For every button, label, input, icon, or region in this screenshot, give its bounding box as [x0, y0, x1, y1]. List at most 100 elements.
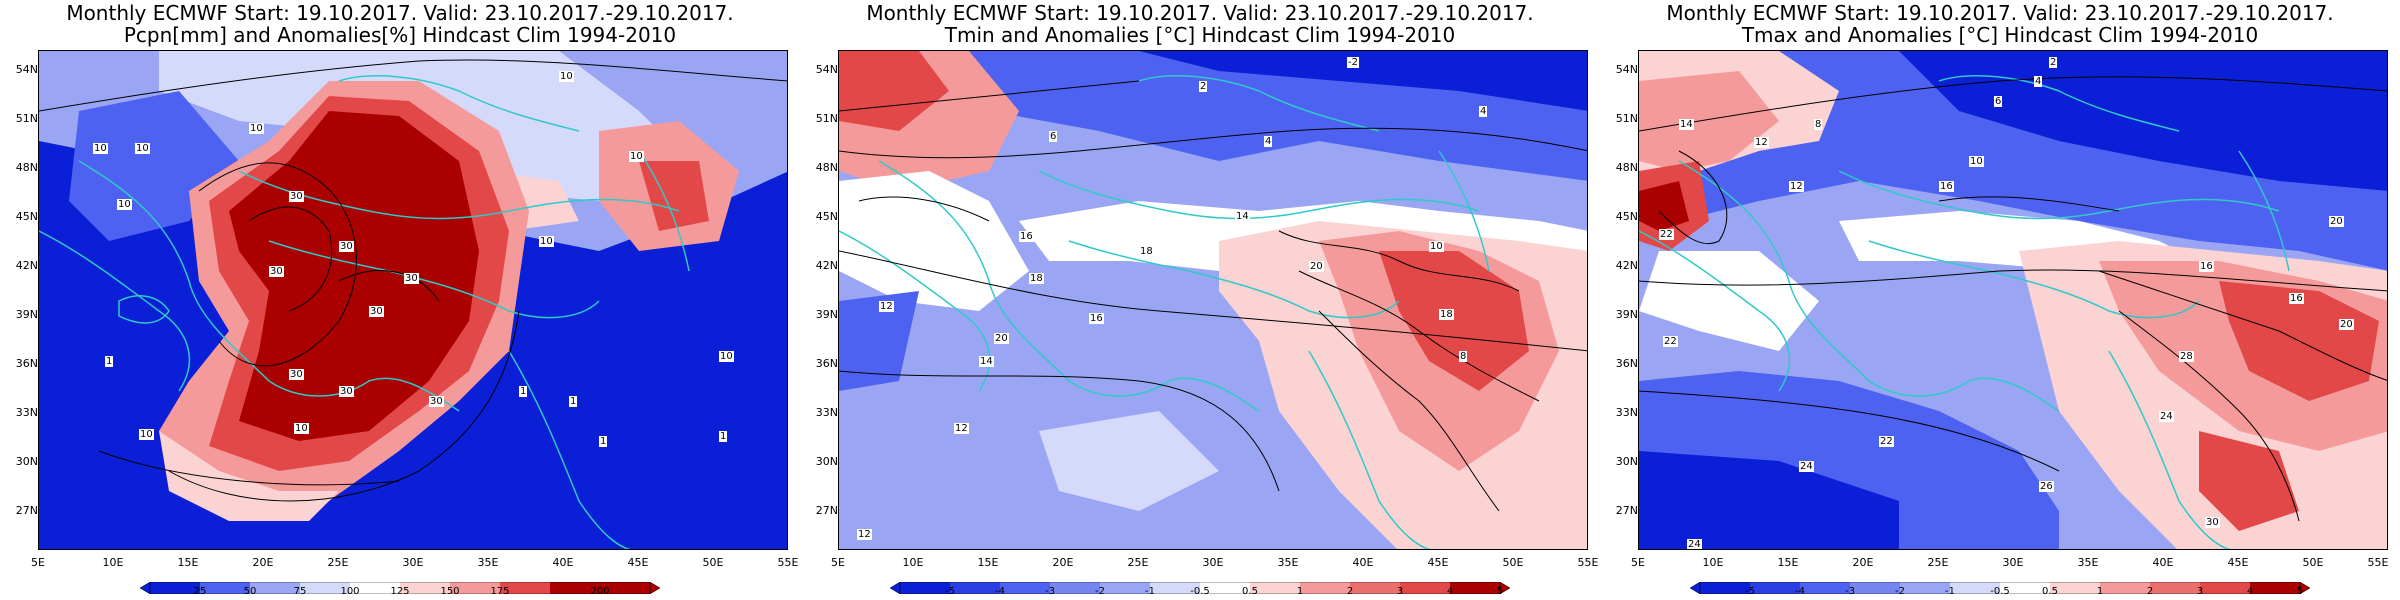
colorbar-label: 100: [340, 586, 360, 597]
colorbar-label: 2: [2146, 586, 2154, 597]
lon-label: 45E: [627, 556, 649, 569]
lon-label: 5E: [31, 556, 45, 569]
lat-label: 33N: [1615, 406, 1638, 419]
contour-label: 30: [289, 191, 304, 202]
contour-label: 10: [93, 143, 108, 154]
contour-label: 1: [105, 356, 114, 367]
contour-label: 1: [519, 386, 528, 397]
lon-label: 40E: [1352, 556, 1374, 569]
colorbar-label: 150: [440, 586, 460, 597]
contour-label: 30: [289, 369, 304, 380]
contour-label: 10: [629, 151, 644, 162]
lon-label: 30E: [402, 556, 424, 569]
contour-label: 18: [1439, 309, 1454, 320]
lat-label: 42N: [815, 259, 838, 272]
contour-label: 10: [117, 199, 132, 210]
lat-label: 36N: [815, 357, 838, 370]
colorbar-label: 4: [2246, 586, 2254, 597]
contour-label: 10: [249, 123, 264, 134]
lon-label: 25E: [327, 556, 349, 569]
contour-label: 12: [954, 423, 969, 434]
lon-label: 35E: [2077, 556, 2099, 569]
lat-label: 54N: [1615, 63, 1638, 76]
contour-label: 16: [2199, 261, 2214, 272]
contour-label: 30: [339, 386, 354, 397]
lat-label: 36N: [1615, 357, 1638, 370]
lat-label: 27N: [815, 504, 838, 517]
lon-label: 40E: [2152, 556, 2174, 569]
contour-label: 2: [2049, 57, 2058, 68]
panel-title-line2: Tmax and Anomalies [°C] Hindcast Clim 19…: [1741, 23, 2259, 47]
lon-label: 15E: [977, 556, 999, 569]
lon-label: 15E: [177, 556, 199, 569]
colorbar-label: 25: [193, 586, 207, 597]
contour-label: 30: [404, 273, 419, 284]
lat-label: 54N: [815, 63, 838, 76]
lon-label: 45E: [1427, 556, 1449, 569]
lon-label: 50E: [1502, 556, 1524, 569]
contour-label: 20: [2329, 216, 2344, 227]
colorbar-label: -4: [995, 586, 1005, 597]
lat-label: 39N: [1615, 308, 1638, 321]
contour-label: 10: [294, 423, 309, 434]
contour-label: 14: [979, 356, 994, 367]
lon-label: 50E: [2302, 556, 2324, 569]
colorbar: [140, 582, 660, 594]
lat-label: 36N: [15, 357, 38, 370]
lat-label: 51N: [15, 112, 38, 125]
lat-label: 27N: [15, 504, 38, 517]
lon-label: 55E: [1577, 556, 1599, 569]
lat-label: 30N: [815, 455, 838, 468]
colorbar-label: -3: [1045, 586, 1055, 597]
panel-title-line2: Pcpn[mm] and Anomalies[%] Hindcast Clim …: [123, 23, 677, 47]
contour-label: 20: [1309, 261, 1324, 272]
lon-label: 10E: [902, 556, 924, 569]
contour-label: 30: [369, 306, 384, 317]
colorbar-label: -5: [1745, 586, 1755, 597]
contour-label: 30: [269, 266, 284, 277]
colorbar-label: 0.5: [2042, 586, 2058, 597]
contour-label: 16: [1089, 313, 1104, 324]
contour-label: 12: [857, 529, 872, 540]
contour-label: 16: [1939, 181, 1954, 192]
colorbar: [1690, 582, 2310, 594]
lat-label: 39N: [815, 308, 838, 321]
lat-label: 45N: [815, 210, 838, 223]
contour-label: 20: [2339, 319, 2354, 330]
colorbar-label: 50: [243, 586, 257, 597]
lon-label: 15E: [1777, 556, 1799, 569]
contour-label: 4: [2034, 76, 2043, 87]
contour-label: 16: [2289, 293, 2304, 304]
contour-label: 18: [1029, 273, 1044, 284]
contour-label: 24: [2159, 411, 2174, 422]
contour-label: 14: [1679, 119, 1694, 130]
precip-anomaly-map: [39, 51, 787, 549]
contour-label: 16: [1019, 231, 1034, 242]
lon-label: 20E: [1852, 556, 1874, 569]
tmax-anomaly-map: [1639, 51, 2387, 549]
colorbar-label: 125: [390, 586, 410, 597]
contour-label: 1: [569, 396, 578, 407]
lat-label: 42N: [15, 259, 38, 272]
colorbar-label: -1: [1145, 586, 1155, 597]
colorbar-label: 5: [2296, 586, 2304, 597]
panel-title-line1: Monthly ECMWF Start: 19.10.2017. Valid: …: [866, 1, 1534, 25]
lat-label: 48N: [15, 161, 38, 174]
lon-label: 5E: [831, 556, 845, 569]
contour-label: 8: [1459, 351, 1468, 362]
contour-label: 30: [339, 241, 354, 252]
contour-label: 10: [719, 351, 734, 362]
lon-label: 30E: [2002, 556, 2024, 569]
contour-label: -2: [1347, 57, 1359, 68]
contour-label: 24: [1799, 461, 1814, 472]
contour-label: 22: [1879, 436, 1894, 447]
colorbar-label: 75: [293, 586, 307, 597]
contour-label: 10: [559, 71, 574, 82]
colorbar-label: 1: [2096, 586, 2104, 597]
colorbar-label: 3: [1396, 586, 1404, 597]
lon-label: 25E: [1127, 556, 1149, 569]
lon-label: 30E: [1202, 556, 1224, 569]
lat-label: 45N: [1615, 210, 1638, 223]
panel-title-line1: Monthly ECMWF Start: 19.10.2017. Valid: …: [66, 1, 734, 25]
contour-label: 30: [2205, 517, 2220, 528]
